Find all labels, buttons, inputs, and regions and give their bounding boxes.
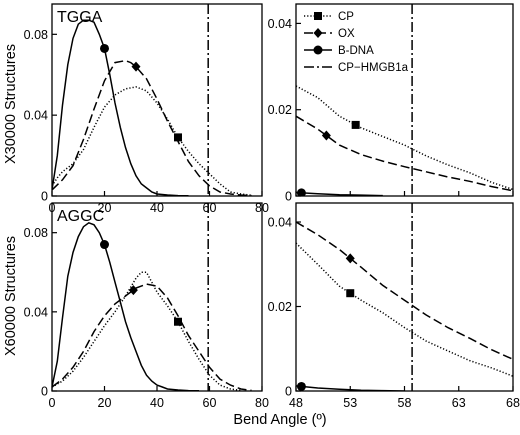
- legend-label: CP: [338, 11, 354, 23]
- marker-ox: [131, 61, 141, 72]
- x-tick-label: 53: [343, 396, 357, 410]
- legend-marker: [313, 28, 323, 38]
- series-line-b-dna: [296, 385, 405, 391]
- marker-cp: [174, 133, 182, 142]
- series-group: [52, 221, 252, 391]
- y-tick-label: 0: [285, 190, 292, 204]
- series-line-cp: [52, 271, 242, 391]
- y-tick-label: 0.04: [24, 305, 48, 319]
- y-axis-label-bottom: X60000 Structures: [3, 236, 19, 356]
- x-tick-label: 60: [203, 396, 217, 410]
- x-tick-label: 63: [452, 396, 466, 410]
- series-line-b-dna: [52, 19, 189, 196]
- y-tick-label: 0.04: [24, 109, 48, 123]
- panel-title: TGGA: [57, 9, 103, 26]
- panel-bottom-left: 0 0.04 0.08 0 20 40 60 80 AGGC: [24, 202, 269, 410]
- y-axis-label-top: X30000 Structures: [3, 44, 19, 164]
- series-line-cp: [296, 242, 513, 377]
- legend-label: CP−HMGB1a: [338, 62, 409, 74]
- y-tick-label: 0: [285, 385, 292, 399]
- legend-item-2: OX: [304, 28, 355, 40]
- y-tick-label: 0.04: [268, 17, 292, 31]
- x-tick-label: 80: [255, 396, 269, 410]
- y-tick-label: 0.02: [268, 300, 292, 314]
- panel-bottom-right: 0 0.02 0.04 48 53 58 63 68: [268, 202, 520, 410]
- series-line-cp: [52, 86, 252, 196]
- x-tick-label: 20: [98, 201, 112, 215]
- x-tick-label: 40: [150, 396, 164, 410]
- marker-b-dna: [100, 240, 109, 250]
- x-tick-label: 58: [398, 396, 412, 410]
- panels: 0 0.04 0.08 0 20 40 60 80 TGGA 0 0.02 0.04 0 0.04 0.08…: [24, 3, 520, 410]
- marker-cp: [351, 120, 360, 129]
- marker-b-dna: [296, 381, 306, 391]
- marker-b-dna: [100, 43, 109, 53]
- legend-label: B-DNA: [338, 45, 374, 57]
- series-group: [52, 19, 252, 196]
- legend-item-1: CP: [304, 11, 354, 23]
- legend: CP OX B-DNA CP−HMGB1a: [304, 11, 409, 74]
- plot-frame: [51, 202, 263, 392]
- x-tick-label: 48: [289, 396, 303, 410]
- x-tick-label: 20: [98, 396, 112, 410]
- legend-label: OX: [338, 28, 355, 40]
- series-group: [296, 85, 513, 196]
- x-tick-label: 60: [203, 201, 217, 215]
- plot-frame: [295, 202, 514, 392]
- marker-ox: [321, 130, 331, 141]
- y-tick-label: 0: [41, 190, 48, 204]
- plot-frame: [51, 3, 263, 197]
- y-tick-label: 0.02: [268, 103, 292, 117]
- legend-item-3: B-DNA: [304, 45, 374, 57]
- panel-top-right: 0 0.02 0.04: [268, 3, 514, 204]
- y-tick-label: 0.08: [24, 226, 48, 240]
- marker-ox: [345, 253, 355, 264]
- y-tick-label: 0: [41, 385, 48, 399]
- y-tick-label: 0.04: [268, 216, 292, 230]
- series-group: [296, 221, 513, 391]
- x-tick-label: 0: [49, 396, 56, 410]
- series-line-ox: [52, 283, 252, 391]
- series-line-b-dna: [296, 191, 383, 196]
- legend-marker: [314, 12, 322, 20]
- legend-marker: [313, 45, 323, 55]
- y-tick-label: 0.08: [24, 28, 48, 42]
- series-line-ox: [52, 59, 252, 196]
- marker-cp: [346, 289, 355, 298]
- x-axis-label: Bend Angle (º): [233, 412, 326, 428]
- series-line-ox: [296, 221, 513, 360]
- marker-b-dna: [296, 188, 306, 196]
- legend-item-4: CP−HMGB1a: [304, 62, 409, 74]
- series-line-b-dna: [52, 221, 200, 391]
- x-tick-label: 40: [150, 201, 164, 215]
- panel-title: AGGC: [57, 208, 104, 225]
- series-line-ox: [296, 115, 513, 192]
- marker-cp: [174, 317, 182, 326]
- x-tick-label: 68: [506, 396, 520, 410]
